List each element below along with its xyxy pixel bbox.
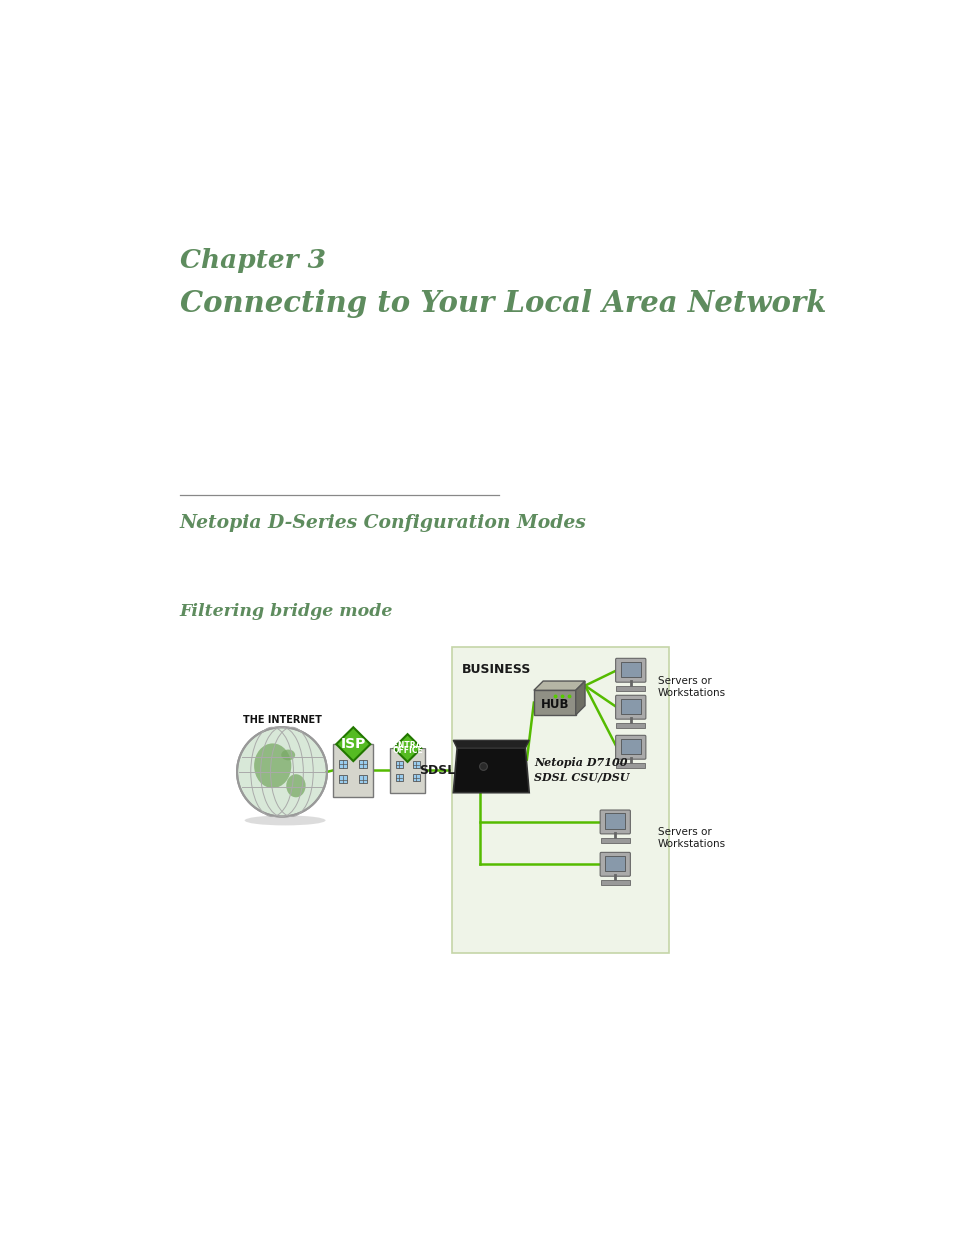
Circle shape: [560, 694, 564, 698]
Text: Servers or
Workstations: Servers or Workstations: [658, 676, 725, 699]
Polygon shape: [335, 727, 370, 761]
Polygon shape: [453, 740, 529, 748]
Text: ISP: ISP: [340, 737, 366, 751]
Ellipse shape: [281, 750, 294, 761]
FancyBboxPatch shape: [604, 814, 624, 829]
FancyBboxPatch shape: [395, 761, 402, 768]
Ellipse shape: [253, 743, 291, 788]
FancyBboxPatch shape: [616, 763, 645, 768]
FancyBboxPatch shape: [339, 760, 347, 768]
FancyBboxPatch shape: [413, 774, 419, 782]
Polygon shape: [394, 734, 421, 762]
Ellipse shape: [236, 727, 327, 816]
FancyBboxPatch shape: [604, 856, 624, 871]
Text: SDSL: SDSL: [418, 764, 455, 777]
FancyBboxPatch shape: [620, 662, 640, 677]
Polygon shape: [575, 680, 584, 715]
FancyBboxPatch shape: [359, 760, 367, 768]
Text: OFFICE: OFFICE: [392, 746, 422, 756]
Text: Connecting to Your Local Area Network: Connecting to Your Local Area Network: [179, 289, 825, 319]
FancyBboxPatch shape: [333, 745, 373, 797]
Text: BUSINESS: BUSINESS: [461, 662, 531, 676]
Text: SDSL CSU/DSU: SDSL CSU/DSU: [534, 771, 629, 782]
FancyBboxPatch shape: [390, 748, 425, 793]
FancyBboxPatch shape: [599, 810, 630, 834]
FancyBboxPatch shape: [615, 658, 645, 682]
Text: THE INTERNET: THE INTERNET: [242, 715, 321, 725]
Circle shape: [479, 763, 487, 771]
FancyBboxPatch shape: [616, 687, 645, 692]
FancyBboxPatch shape: [615, 695, 645, 719]
Text: Netopia D7100: Netopia D7100: [534, 757, 627, 768]
FancyBboxPatch shape: [339, 776, 347, 783]
Text: CENTRAL: CENTRAL: [388, 741, 427, 750]
Polygon shape: [453, 748, 529, 793]
Text: Chapter 3: Chapter 3: [179, 248, 325, 273]
Circle shape: [567, 694, 571, 698]
Polygon shape: [534, 680, 584, 690]
FancyBboxPatch shape: [599, 852, 630, 877]
FancyBboxPatch shape: [620, 699, 640, 714]
Text: Netopia D-Series Configuration Modes: Netopia D-Series Configuration Modes: [179, 514, 586, 532]
FancyBboxPatch shape: [616, 724, 645, 727]
FancyBboxPatch shape: [615, 735, 645, 760]
Polygon shape: [534, 690, 575, 715]
Circle shape: [553, 694, 557, 698]
Text: HUB: HUB: [540, 699, 568, 711]
Ellipse shape: [244, 815, 325, 825]
FancyBboxPatch shape: [599, 839, 629, 842]
Ellipse shape: [286, 774, 305, 798]
Text: Filtering bridge mode: Filtering bridge mode: [179, 603, 393, 620]
FancyBboxPatch shape: [413, 761, 419, 768]
Text: Servers or
Workstations: Servers or Workstations: [658, 827, 725, 850]
FancyBboxPatch shape: [620, 739, 640, 755]
FancyBboxPatch shape: [599, 881, 629, 885]
FancyBboxPatch shape: [359, 776, 367, 783]
FancyBboxPatch shape: [452, 647, 669, 953]
FancyBboxPatch shape: [395, 774, 402, 782]
